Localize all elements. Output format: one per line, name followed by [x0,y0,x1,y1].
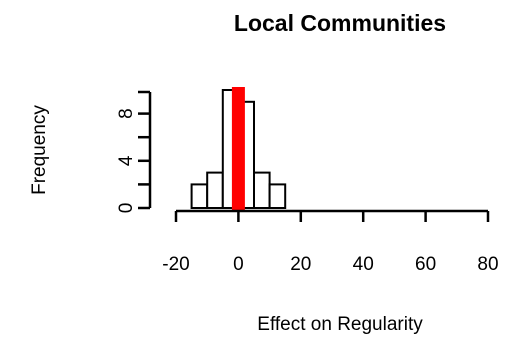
x-tick-label-2: 20 [290,254,311,275]
histogram-bar-0 [190,183,209,209]
y-axis-label: Frequency [29,105,50,195]
x-axis: -20 0 20 40 60 80 [162,209,499,275]
x-tick-label-4: 60 [415,254,436,275]
x-tick-label-0: -20 [162,254,189,275]
y-tick-label-2: 8 [116,108,137,119]
histogram-bar-1 [206,171,224,210]
y-tick-label-1: 4 [116,155,137,166]
x-tick-label-3: 40 [353,254,374,275]
histogram-bar-4 [253,171,271,210]
x-tick-label-1: 0 [233,254,244,275]
histogram-bar-5 [268,183,287,209]
chart-title: Local Communities [234,10,446,36]
x-axis-label: Effect on Regularity [257,314,423,335]
y-axis: 0 4 8 [116,90,152,214]
y-tick-label-0: 0 [116,203,137,214]
x-tick-label-5: 80 [477,254,498,275]
